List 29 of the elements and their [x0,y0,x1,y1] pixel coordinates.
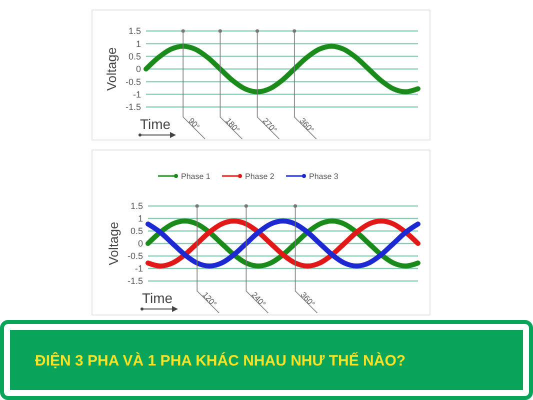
y-tick-label: -1.5 [127,276,143,286]
legend-label: Phase 2 [245,172,275,181]
legend-label: Phase 1 [181,172,211,181]
y-tick-label: 1.5 [128,26,141,36]
y-tick-label: -1 [134,264,143,274]
y-axis-title: Voltage [106,222,121,266]
y-tick-label: -0.5 [127,251,143,262]
legend-label: Phase 3 [309,172,339,181]
y-tick-label: -1 [132,89,141,100]
text: ĐIỆN 3 PHA VÀ 1 PHA KHÁC NHAU NHƯ THẾ NÀO? [35,351,406,370]
y-tick-label: -0.5 [125,76,141,87]
y-axis-title: Voltage [104,47,119,91]
y-tick-label: 0 [136,64,141,74]
y-tick-label: 0 [138,238,143,249]
ref-line-label: 120° [200,290,218,309]
y-tick-label: -1.5 [125,102,141,112]
ref-line-label: 270° [260,116,279,135]
y-tick-label: 1.5 [130,201,143,212]
ref-line-label: 240° [250,290,268,309]
y-tick-label: 1 [136,38,141,49]
ref-line-label: 90° [186,116,202,132]
ref-line-label: 180° [224,116,242,135]
ref-line-label: 360° [298,290,317,309]
x-axis-title: Time [142,290,173,306]
ref-line-label: 360° [298,116,316,135]
y-tick-label: 1 [138,214,143,224]
x-axis-title: Time [140,116,171,132]
y-tick-label: 0.5 [130,226,143,236]
y-tick-label: 0.5 [128,51,141,62]
